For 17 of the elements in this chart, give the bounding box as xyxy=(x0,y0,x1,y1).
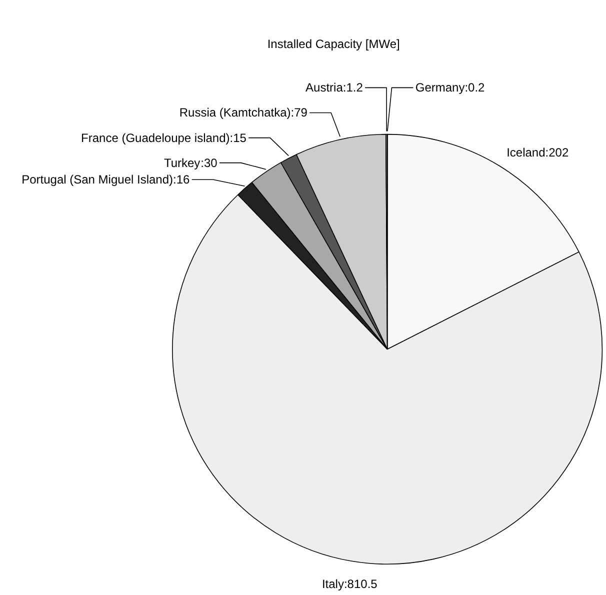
slice-label: Portugal (San Miguel Island) xyxy=(22,172,174,187)
data-label: :0.2 xyxy=(464,80,486,95)
chart-title: Installed Capacity [MWe] xyxy=(267,37,400,52)
data-label: :202 xyxy=(545,145,569,160)
data-label: :16 xyxy=(172,172,190,187)
slice-label: Turkey xyxy=(164,156,200,170)
slice-label: Germany xyxy=(415,80,465,95)
slice-label: Iceland xyxy=(506,145,546,160)
data-label: :30 xyxy=(200,156,218,170)
data-label: :1.2 xyxy=(342,80,364,95)
data-label: :810.5 xyxy=(344,577,378,592)
slice-label: Italy xyxy=(322,577,344,592)
slice-label: Austria xyxy=(306,80,344,95)
slice-label: Russia (Kamtchatka) xyxy=(179,106,291,120)
data-label: :79 xyxy=(290,106,308,120)
data-label: :15 xyxy=(230,130,247,145)
slice-label: France (Guadeloupe island) xyxy=(81,130,230,145)
